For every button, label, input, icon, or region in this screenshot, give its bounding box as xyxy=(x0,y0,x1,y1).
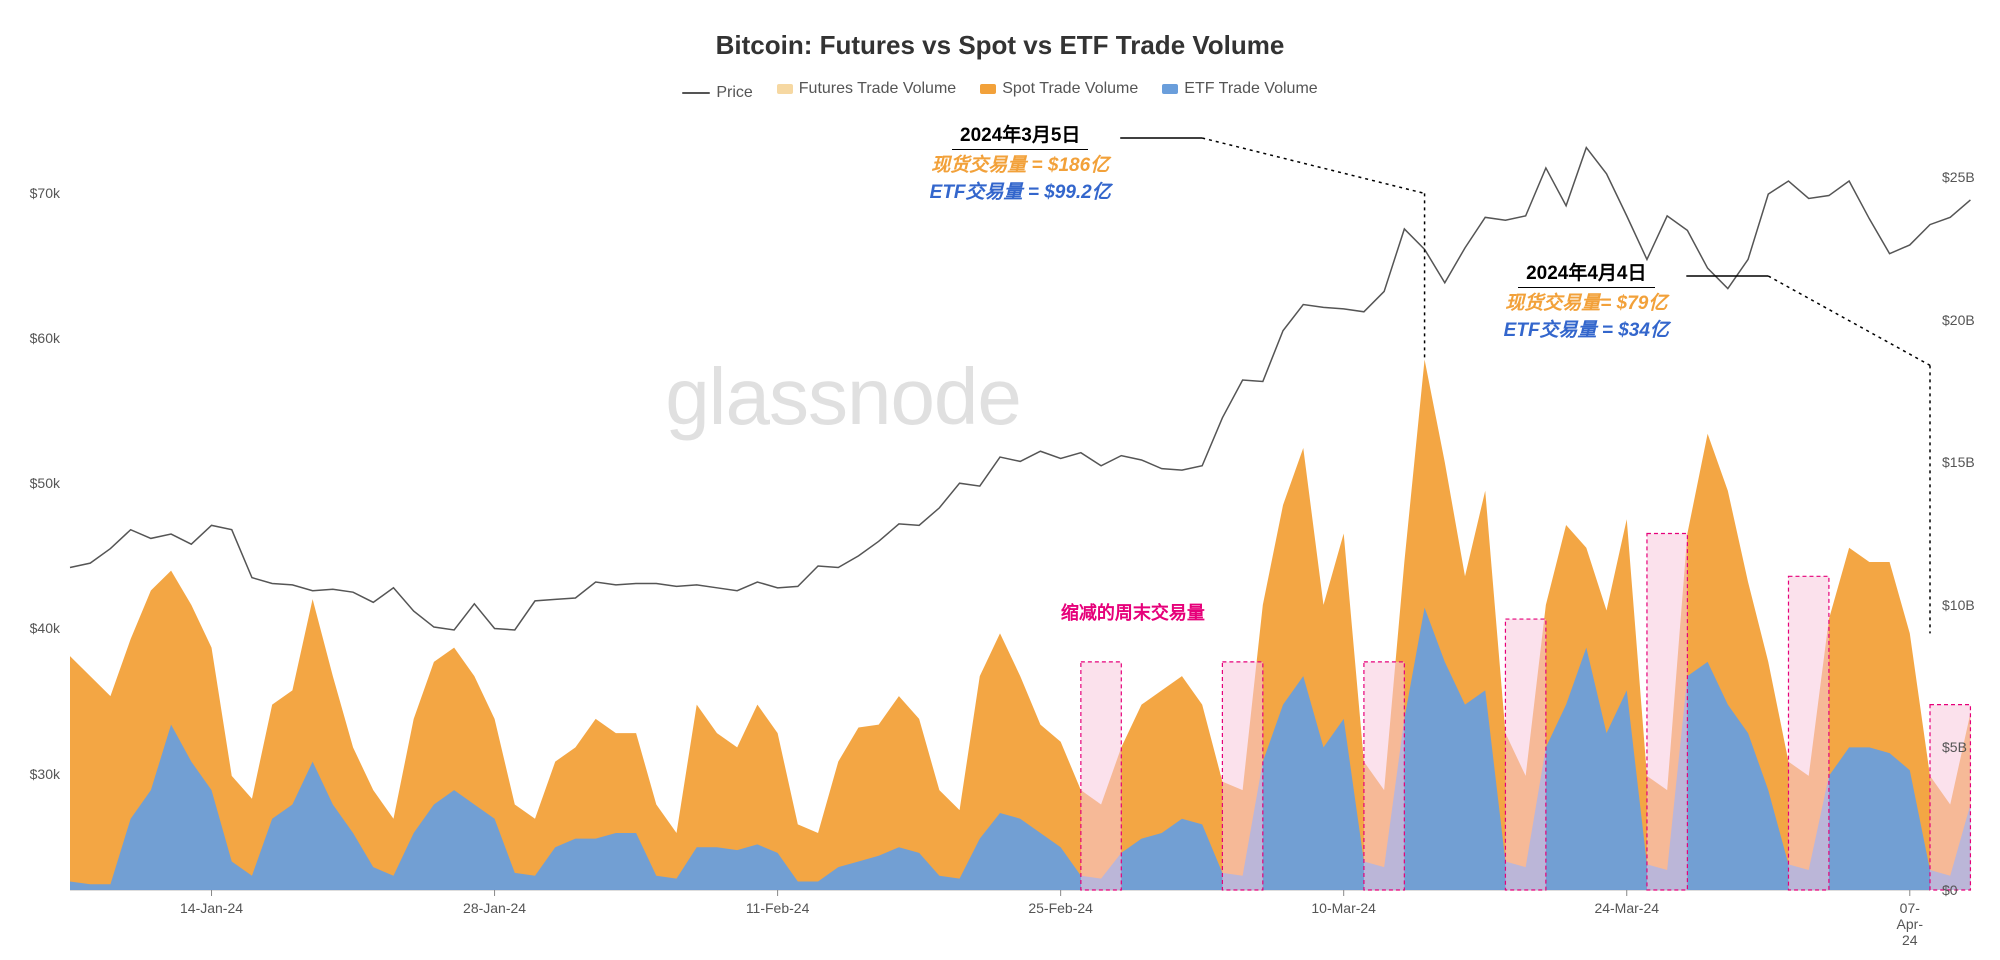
chart-title: Bitcoin: Futures vs Spot vs ETF Trade Vo… xyxy=(0,30,2000,61)
legend-swatch xyxy=(682,92,710,94)
legend-label: Futures Trade Volume xyxy=(799,80,956,98)
chart-svg xyxy=(70,120,1930,890)
legend-swatch xyxy=(1162,84,1178,94)
x-tick-label: 10-Mar-24 xyxy=(1311,900,1376,916)
callout-line2: ETF交易量 = $99.2亿 xyxy=(860,177,1180,204)
y-right-tick-label: $10B xyxy=(1942,597,1975,613)
x-tick-label: 24-Mar-24 xyxy=(1594,900,1659,916)
x-tick-label: 25-Feb-24 xyxy=(1028,900,1093,916)
y-right-tick-label: $5B xyxy=(1942,739,1967,755)
weekend-label: 缩减的周末交易量 xyxy=(1061,599,1205,625)
legend-label: ETF Trade Volume xyxy=(1184,80,1317,98)
legend-item: Price xyxy=(682,84,752,102)
y-right-tick-label: $25B xyxy=(1942,169,1975,185)
legend-item: Futures Trade Volume xyxy=(777,80,956,98)
callout-mar5: 2024年3月5日现货交易量 = $186亿ETF交易量 = $99.2亿 xyxy=(860,120,1180,204)
y-right-tick-label: $15B xyxy=(1942,454,1975,470)
weekend-box xyxy=(1930,705,1970,890)
y-left-tick-label: $50k xyxy=(10,475,60,491)
x-tick-label: 28-Jan-24 xyxy=(463,900,526,916)
legend-item: ETF Trade Volume xyxy=(1162,80,1317,98)
legend-swatch xyxy=(777,84,793,94)
y-right-tick-label: $0 xyxy=(1942,882,1958,898)
weekend-box xyxy=(1081,662,1121,890)
weekend-box xyxy=(1505,619,1545,890)
x-tick-label: 14-Jan-24 xyxy=(180,900,243,916)
callout-line1: 现货交易量= $79亿 xyxy=(1426,288,1746,315)
weekend-box xyxy=(1222,662,1262,890)
x-tick-label: 11-Feb-24 xyxy=(746,900,810,916)
weekend-box xyxy=(1647,534,1687,890)
legend-label: Spot Trade Volume xyxy=(1002,80,1138,98)
weekend-box xyxy=(1364,662,1404,890)
y-left-tick-label: $60k xyxy=(10,330,60,346)
legend-item: Spot Trade Volume xyxy=(980,80,1138,98)
plot-area: glassnode 14-Jan-2428-Jan-2411-Feb-2425-… xyxy=(70,120,1930,890)
weekend-box xyxy=(1788,576,1828,890)
legend-label: Price xyxy=(716,84,752,102)
callout-apr4: 2024年4月4日现货交易量= $79亿ETF交易量 = $34亿 xyxy=(1426,258,1746,342)
y-left-tick-label: $30k xyxy=(10,766,60,782)
callout-date: 2024年3月5日 xyxy=(860,120,1180,150)
y-right-tick-label: $20B xyxy=(1942,312,1975,328)
y-left-tick-label: $40k xyxy=(10,620,60,636)
callout-date: 2024年4月4日 xyxy=(1426,258,1746,288)
x-tick-label: 07-Apr-24 xyxy=(1897,900,1923,948)
legend-swatch xyxy=(980,84,996,94)
callout-line1: 现货交易量 = $186亿 xyxy=(860,150,1180,177)
chart-legend: Price Futures Trade Volume Spot Trade Volu… xyxy=(0,80,2000,102)
callout-line2: ETF交易量 = $34亿 xyxy=(1426,315,1746,342)
y-left-tick-label: $70k xyxy=(10,185,60,201)
